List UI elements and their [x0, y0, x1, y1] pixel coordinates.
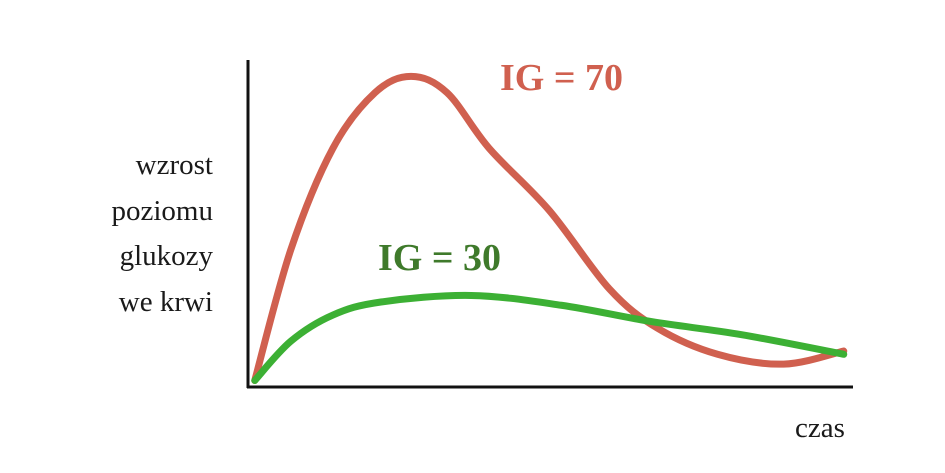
y-axis-label-line: glukozy: [119, 240, 213, 272]
y-axis-label-line: we krwi: [118, 285, 213, 318]
x-axis-label: czas: [795, 412, 845, 444]
series-label-ig70: IG = 70: [500, 57, 623, 99]
series-line-ig30: [251, 291, 848, 384]
series-line-ig70: [251, 72, 848, 384]
y-axis-label: wzrost poziomu glukozy we krwi: [112, 143, 214, 325]
y-axis-label-line: wzrost: [135, 149, 213, 181]
y-axis-label-line: poziomu: [111, 194, 214, 227]
series-label-ig30: IG = 30: [378, 237, 501, 279]
